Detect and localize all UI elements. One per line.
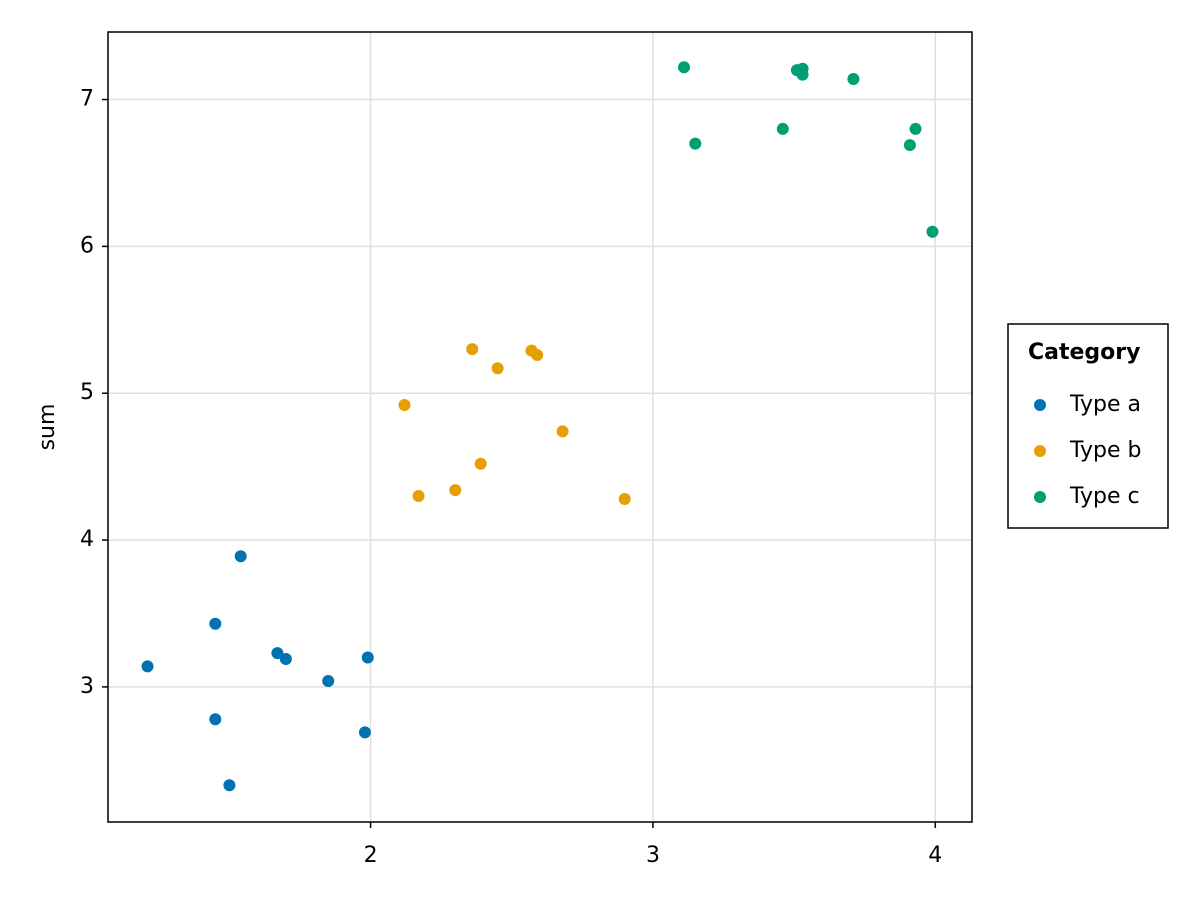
y-tick-label: 7	[80, 87, 94, 112]
point	[678, 61, 690, 74]
x-tick-label: 4	[928, 843, 942, 868]
point	[271, 647, 284, 660]
y-tick-label: 5	[80, 380, 94, 405]
point	[531, 349, 544, 362]
point	[361, 651, 374, 664]
point	[796, 68, 809, 81]
legend-title: Category	[1028, 340, 1140, 365]
x-tick-label: 2	[364, 843, 378, 868]
point	[903, 139, 916, 152]
point	[449, 484, 462, 497]
legend-label: Type b	[1069, 438, 1142, 463]
y-tick-label: 4	[80, 527, 94, 552]
point	[234, 550, 247, 563]
point	[412, 490, 425, 503]
point	[141, 660, 154, 673]
point	[279, 653, 292, 666]
point	[689, 137, 702, 150]
plot-frame	[107, 31, 973, 823]
point	[556, 425, 569, 438]
legend-marker	[1034, 491, 1046, 503]
point	[398, 398, 411, 411]
legend-box	[1007, 323, 1169, 529]
legend-label: Type c	[1069, 484, 1140, 509]
point	[909, 122, 922, 135]
point	[322, 675, 335, 688]
point	[618, 492, 631, 505]
point	[358, 726, 371, 739]
y-axis-label: sum	[35, 404, 60, 451]
y-tick-label: 6	[80, 233, 94, 258]
legend-label: Type a	[1069, 392, 1141, 417]
point	[776, 122, 789, 135]
y-tick-label: 3	[80, 674, 94, 699]
point	[926, 225, 939, 238]
point	[474, 457, 487, 470]
legend-marker	[1034, 445, 1046, 457]
point	[466, 343, 479, 356]
point	[847, 72, 860, 85]
point	[223, 779, 236, 792]
point	[209, 713, 222, 726]
legend-marker	[1034, 399, 1046, 411]
point	[209, 617, 222, 630]
x-tick-label: 3	[646, 843, 660, 868]
point	[491, 362, 504, 375]
